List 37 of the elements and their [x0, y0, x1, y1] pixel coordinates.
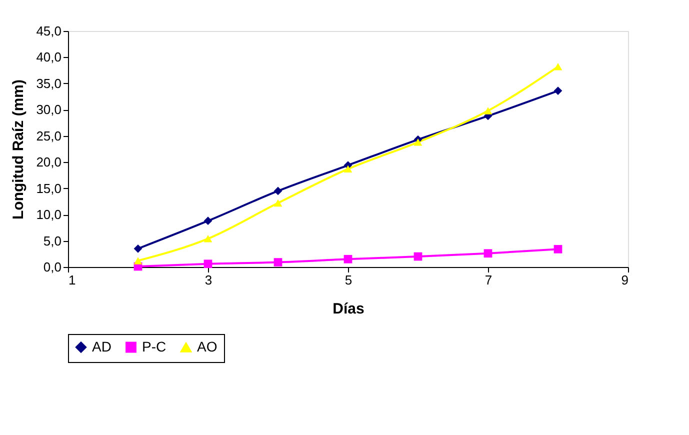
point [344, 254, 352, 264]
legend-label: P-C [142, 338, 166, 354]
y-tick-label: 40,0 [36, 50, 62, 65]
y-tick-label: 0,0 [43, 260, 62, 274]
point [274, 199, 282, 207]
y-tick-label: 25,0 [36, 128, 62, 144]
y-tick-label: 10,0 [36, 207, 62, 222]
point [554, 244, 562, 254]
x-tick-label: 1 [68, 272, 76, 288]
point [204, 235, 212, 242]
point [554, 63, 562, 70]
point [344, 165, 352, 173]
x-tick-label: 7 [484, 272, 492, 288]
y-tick-label: 35,0 [36, 76, 62, 91]
point [134, 244, 142, 253]
point [484, 249, 492, 258]
point [204, 260, 212, 268]
x-tick-label: 3 [204, 272, 212, 288]
point [134, 257, 142, 264]
legend-label: AO [197, 338, 218, 355]
point [554, 86, 562, 95]
point [414, 138, 422, 146]
x-axis-title: Días [332, 300, 364, 318]
y-tick-label: 5,0 [43, 233, 62, 248]
y-tick-label: 45,0 [36, 24, 62, 38]
y-tick-label: 30,0 [36, 102, 62, 118]
point [484, 107, 492, 114]
x-tick-label: 5 [344, 272, 352, 288]
y-tick-label: 15,0 [36, 180, 62, 196]
point [274, 186, 282, 196]
x-tick-label: 9 [621, 272, 628, 288]
legend-label: AD [92, 338, 112, 354]
point [274, 258, 282, 266]
y-axis-title: Longitud Raíz (mm) [10, 80, 28, 220]
point [204, 216, 212, 226]
point [414, 252, 422, 261]
y-tick-label: 20,0 [36, 154, 62, 170]
